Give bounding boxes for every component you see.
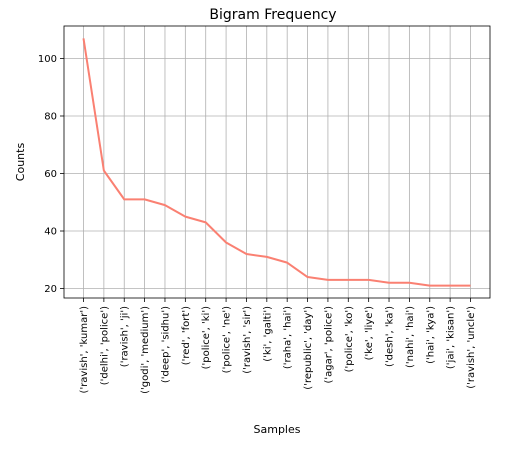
- x-axis: ('ravish', 'kumar') ('delhi', 'police') ('…: [79, 298, 477, 394]
- x-tick-label: ('ravish', 'kumar'): [79, 306, 90, 394]
- x-tick-label: ('ravish', 'ji'): [120, 306, 131, 367]
- x-tick-label: ('police', 'ko'): [344, 306, 355, 372]
- plot-frame: [63, 25, 491, 299]
- x-tick-label: ('deep', 'sidhu'): [160, 306, 171, 383]
- x-tick-label: ('jai', 'kisan'): [446, 306, 457, 369]
- x-tick-label: ('godi', 'medium'): [140, 306, 151, 394]
- y-tick-label: 20: [44, 284, 57, 295]
- x-tick-label: ('raha', 'hai'): [283, 306, 294, 369]
- x-tick-label: ('desh', 'ka'): [385, 306, 396, 367]
- x-tick-label: ('hai', 'kya'): [425, 306, 436, 364]
- x-tick-label: ('ravish', 'sir'): [242, 306, 253, 374]
- x-tick-label: ('red', 'fort'): [181, 306, 192, 365]
- x-tick-label: ('police', 'ne'): [222, 306, 233, 373]
- series-line-layer: [82, 38, 471, 287]
- series-line: [82, 38, 471, 287]
- y-axis: 20 40 60 80 100: [38, 54, 64, 295]
- chart-title: Bigram Frequency: [209, 7, 336, 23]
- y-tick-label: 80: [44, 111, 57, 122]
- x-tick-label: ('police', 'ki'): [201, 306, 212, 369]
- y-tick-label: 100: [38, 54, 57, 65]
- x-tick-label: ('ravish', 'uncle'): [466, 306, 477, 389]
- y-tick-label: 40: [44, 227, 57, 238]
- grid: [64, 26, 490, 298]
- x-tick-label: ('ke', 'liye'): [364, 306, 375, 360]
- x-tick-label: ('agar', 'police'): [323, 306, 334, 384]
- x-tick-label: ('republic', 'day'): [303, 306, 314, 390]
- y-axis-label: Counts: [14, 143, 27, 182]
- y-tick-label: 60: [44, 169, 57, 180]
- x-tick-label: ('nahi', 'hai'): [405, 306, 416, 368]
- x-axis-label: Samples: [254, 423, 301, 436]
- x-tick-label: ('ki', 'galti'): [262, 306, 273, 362]
- x-tick-label: ('delhi', 'police'): [99, 306, 110, 385]
